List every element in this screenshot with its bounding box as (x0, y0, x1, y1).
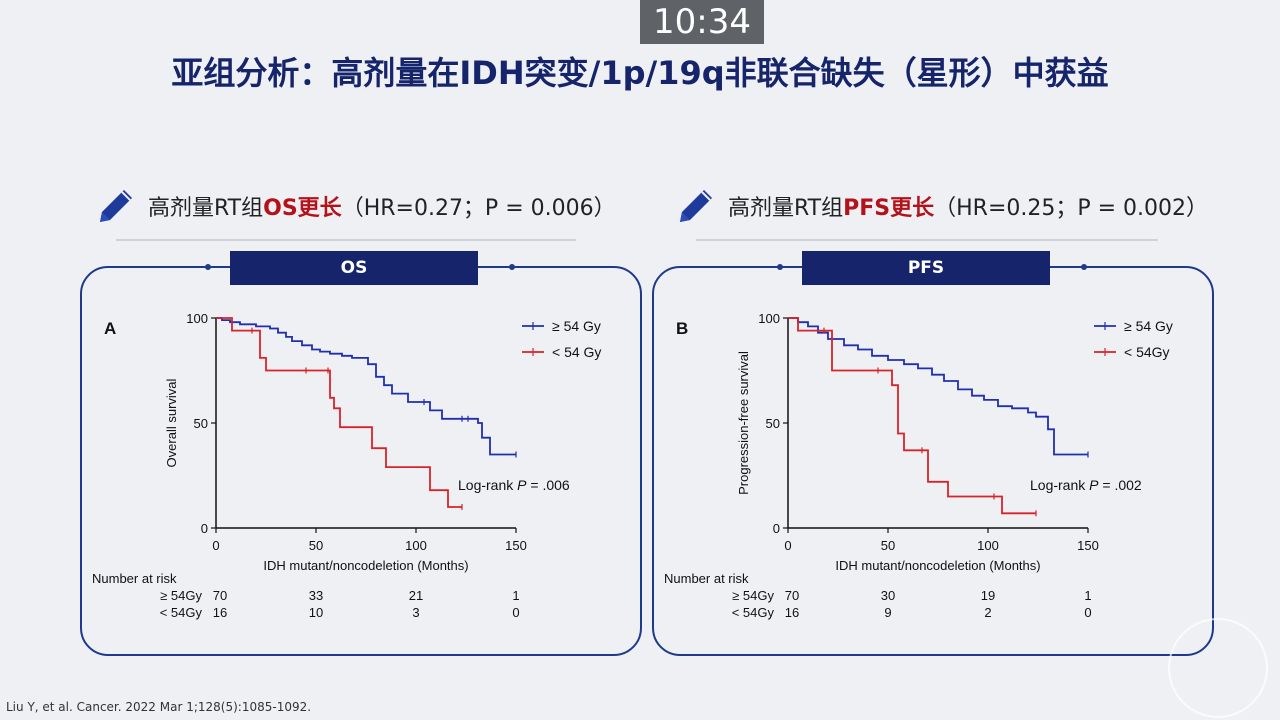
risk-count: 3 (412, 605, 419, 620)
risk-count: 9 (884, 605, 891, 620)
risk-row-label: < 54Gy (160, 605, 203, 620)
risk-count: 10 (309, 605, 323, 620)
os-subheading: 高剂量RT组 OS更长 （HR=0.27；P = 0.006） (92, 186, 616, 226)
y-axis-label: Overall survival (164, 378, 179, 467)
y-tick-label: 0 (201, 521, 208, 536)
watermark-logo (1168, 618, 1268, 718)
x-tick-label: 100 (977, 538, 999, 553)
os-sub-highlight: OS更长 (263, 196, 342, 221)
y-tick-label: 50 (194, 416, 208, 431)
risk-table-title: Number at risk (664, 571, 749, 586)
pfs-panel (652, 266, 1214, 656)
risk-row-label: < 54Gy (732, 605, 775, 620)
divider-right (696, 239, 1158, 241)
risk-count: 30 (881, 588, 895, 603)
os-sub-suffix: （HR=0.27；P = 0.006） (341, 196, 616, 221)
legend-label-0: ≥ 54 Gy (552, 318, 601, 334)
y-axis-label: Progression-free survival (736, 351, 751, 495)
os-sub-prefix: 高剂量RT组 (148, 196, 264, 221)
pfs-banner: PFS (802, 251, 1050, 285)
panel-dot (1081, 264, 1087, 270)
pencil-icon (680, 190, 712, 222)
y-tick-label: 100 (186, 311, 208, 326)
panel-dot (509, 264, 515, 270)
series-line-1 (788, 317, 1036, 515)
risk-table-title: Number at risk (92, 571, 177, 586)
x-axis-label: IDH mutant/noncodeletion (Months) (263, 558, 468, 573)
os-panel (80, 266, 642, 656)
x-tick-label: 150 (505, 538, 527, 553)
series-line-0 (216, 317, 516, 456)
y-tick-label: 100 (758, 311, 780, 326)
legend-label-0: ≥ 54 Gy (1124, 318, 1173, 334)
risk-count: 16 (213, 605, 227, 620)
pfs-km-chart: B 0 50 100 0 50 100 150 IDH mutant/noncodeletion… (664, 311, 1173, 620)
series-line-0 (788, 317, 1088, 456)
risk-row-label: ≥ 54Gy (160, 588, 202, 603)
series-line-1 (216, 317, 462, 508)
panel-label: A (104, 319, 116, 338)
risk-count: 1 (1084, 588, 1091, 603)
risk-count: 33 (309, 588, 323, 603)
x-axis-label: IDH mutant/noncodeletion (Months) (835, 558, 1040, 573)
x-tick-label: 150 (1077, 538, 1099, 553)
panel-dot (777, 264, 783, 270)
x-tick-label: 50 (309, 538, 323, 553)
risk-count: 19 (981, 588, 995, 603)
risk-count: 1 (512, 588, 519, 603)
pfs-sub-highlight: PFS更长 (843, 196, 935, 221)
risk-count: 0 (512, 605, 519, 620)
legend-label-1: < 54 Gy (552, 344, 601, 360)
os-banner: OS (230, 251, 478, 285)
risk-count: 16 (785, 605, 799, 620)
risk-count: 21 (409, 588, 423, 603)
x-tick-label: 0 (212, 538, 219, 553)
legend-label-1: < 54Gy (1124, 344, 1170, 360)
x-tick-label: 50 (881, 538, 895, 553)
risk-count: 70 (785, 588, 799, 603)
pencil-icon (100, 190, 132, 222)
panel-label: B (676, 319, 688, 338)
logrank-annotation: Log-rank P = .006 (458, 477, 570, 493)
risk-row-label: ≥ 54Gy (732, 588, 774, 603)
risk-count: 0 (1084, 605, 1091, 620)
pfs-subheading: 高剂量RT组 PFS更长 （HR=0.25；P = 0.002） (672, 186, 1208, 226)
citation: Liu Y, et al. Cancer. 2022 Mar 1;128(5):… (6, 700, 312, 714)
y-tick-label: 0 (773, 521, 780, 536)
timer-display: 10:34 (640, 0, 764, 44)
risk-count: 2 (984, 605, 991, 620)
panel-dot (205, 264, 211, 270)
logrank-annotation: Log-rank P = .002 (1030, 477, 1142, 493)
x-tick-label: 0 (784, 538, 791, 553)
slide-title: 亚组分析：高剂量在IDH突变/1p/19q非联合缺失（星形）中获益 (171, 54, 1109, 92)
pfs-sub-prefix: 高剂量RT组 (728, 196, 844, 221)
divider-left (116, 239, 576, 241)
pfs-sub-suffix: （HR=0.25；P = 0.002） (934, 196, 1209, 221)
x-tick-label: 100 (405, 538, 427, 553)
y-tick-label: 50 (766, 416, 780, 431)
risk-count: 70 (213, 588, 227, 603)
